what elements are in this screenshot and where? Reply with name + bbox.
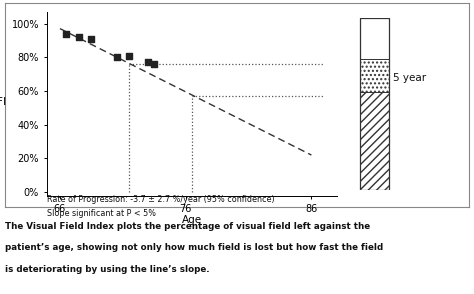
Point <box>150 62 158 66</box>
Text: is deteriorating by using the line’s slope.: is deteriorating by using the line’s slo… <box>5 265 210 274</box>
Point <box>75 35 82 39</box>
Point <box>144 60 152 65</box>
Text: Rate of Progression: -3.7 ± 2.7 %/year (95% confidence): Rate of Progression: -3.7 ± 2.7 %/year (… <box>47 195 275 204</box>
Bar <box>360 18 390 190</box>
Y-axis label: VFI: VFI <box>0 97 7 107</box>
Text: Slope significant at P < 5%: Slope significant at P < 5% <box>47 209 156 218</box>
Point <box>88 36 95 41</box>
Text: The Visual Field Index plots the percentage of visual field left against the: The Visual Field Index plots the percent… <box>5 222 370 231</box>
Point <box>113 55 120 60</box>
Point <box>125 53 133 58</box>
Bar <box>360 59 390 92</box>
Bar <box>360 92 390 190</box>
Point <box>63 31 70 36</box>
Bar <box>360 18 390 59</box>
X-axis label: Age: Age <box>182 215 202 225</box>
Text: patient’s age, showing not only how much field is lost but how fast the field: patient’s age, showing not only how much… <box>5 243 383 253</box>
Text: 5 year: 5 year <box>393 73 426 83</box>
